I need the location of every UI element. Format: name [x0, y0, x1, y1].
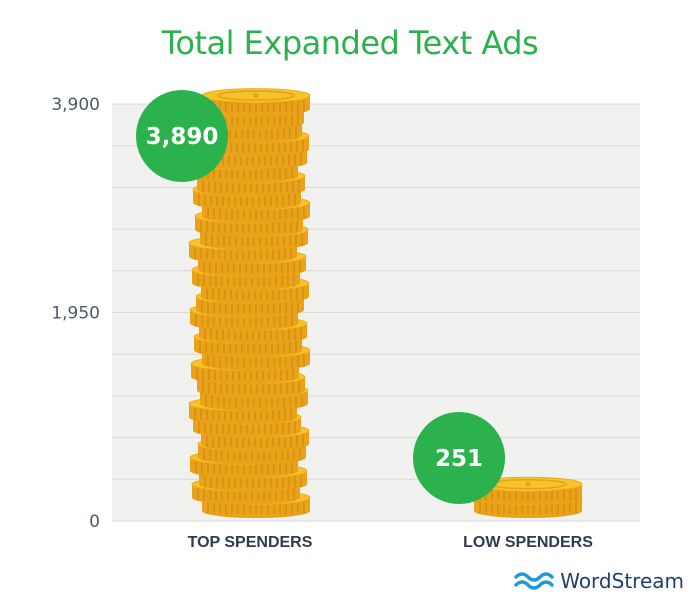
value-badge: 3,890: [136, 90, 228, 182]
data-label: 251: [435, 446, 483, 472]
y-tick-label: 1,950: [51, 304, 100, 324]
bar-coin-stack: [473, 476, 583, 518]
wave-logo-icon: [514, 572, 554, 590]
brand-name: WordStream: [560, 569, 684, 593]
data-label: 3,890: [146, 124, 219, 150]
value-badge: 251: [413, 412, 505, 504]
brand-logo: WordStream: [514, 567, 684, 595]
y-tick-label: 0: [89, 512, 100, 532]
y-tick-label: 3,900: [51, 95, 100, 115]
bar-coin-stack: [188, 88, 311, 518]
chart-title: Total Expanded Text Ads: [161, 24, 539, 62]
x-category-label: TOP SPENDERS: [188, 534, 313, 551]
x-category-label: LOW SPENDERS: [463, 534, 593, 551]
